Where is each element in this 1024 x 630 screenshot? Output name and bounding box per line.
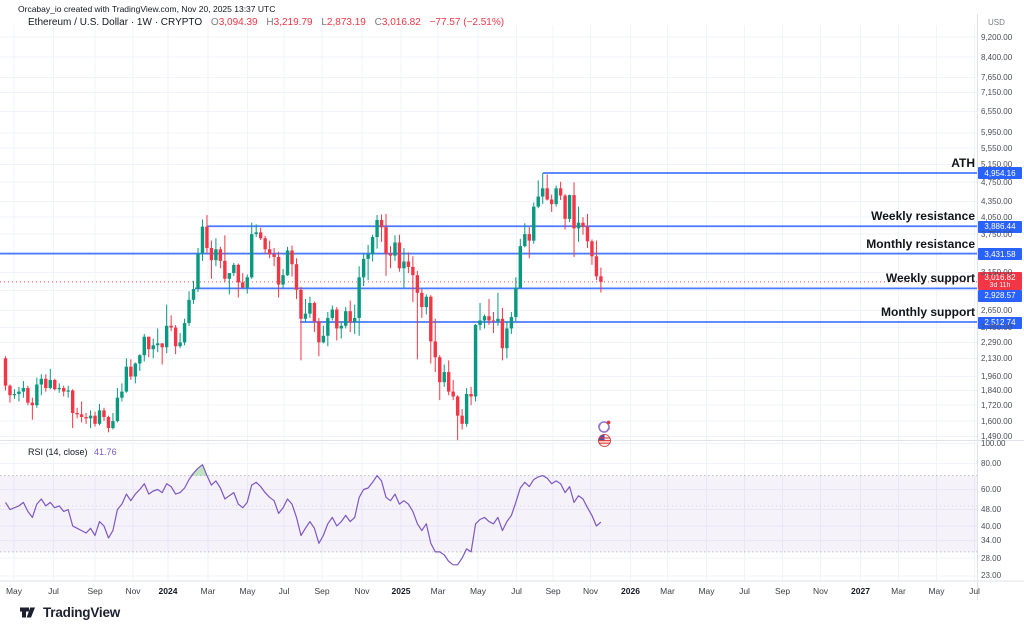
high-key: H — [266, 17, 274, 28]
close-key: C — [374, 17, 382, 28]
price-tag-weekly-support[interactable]: 2,928.57 — [978, 289, 1022, 302]
price-tick: 1,490.00 — [981, 432, 1013, 442]
price-tick: 1,840.00 — [981, 385, 1013, 395]
time-tick: May — [698, 586, 715, 596]
open-value: 3,094.39 — [218, 17, 258, 28]
price-tick: 2,650.00 — [981, 305, 1013, 315]
time-tick: Nov — [354, 586, 370, 596]
close-value: 3,016.82 — [381, 17, 421, 28]
price-tick: 5,950.00 — [981, 128, 1013, 138]
gridlines — [0, 25, 977, 581]
price-tick: 8,400.00 — [981, 52, 1013, 62]
rsi-tick: 40.00 — [981, 521, 1002, 531]
time-tick: Sep — [774, 586, 791, 596]
price-tick: 5,550.00 — [981, 143, 1013, 153]
open-key: O — [210, 17, 219, 28]
level-label-weekly-resistance: Weekly resistance — [871, 209, 975, 224]
currency-label: USD — [988, 18, 1005, 27]
rsi-indicator-title: RSI (14, close) — [28, 447, 88, 457]
time-tick: Mar — [891, 586, 906, 596]
rsi-legend[interactable]: RSI (14, close) 41.76 — [28, 447, 117, 457]
rsi-tick: 34.00 — [981, 536, 1002, 546]
rsi-tick: 48.00 — [981, 505, 1002, 515]
price-tag-weekly-resistance[interactable]: 3,886.44 — [978, 220, 1022, 233]
time-tick: Sep — [314, 586, 330, 596]
time-tick: Jul — [48, 586, 59, 596]
time-tick: Jul — [278, 586, 290, 596]
symbol-title: Ethereum / U.S. Dollar · 1W · CRYPTO — [28, 17, 203, 28]
price-tick: 1,600.00 — [981, 416, 1013, 426]
price-tick: 4,750.00 — [981, 177, 1013, 187]
tradingview-logo-text: TradingView — [43, 605, 121, 620]
high-value: 3,219.79 — [273, 17, 313, 28]
price-tick: 1,960.00 — [981, 372, 1013, 382]
price-tick: 1,720.00 — [981, 400, 1013, 410]
rsi-tick: 80.00 — [981, 459, 1002, 469]
rsi-tick: 28.00 — [981, 553, 1002, 563]
price-tick: 7,650.00 — [981, 73, 1013, 83]
price-tick: 3,750.00 — [981, 229, 1013, 239]
price-tick: 3,150.00 — [981, 267, 1013, 277]
price-tick: 5,150.00 — [981, 159, 1013, 169]
price-tick: 2,130.00 — [981, 353, 1013, 363]
time-tick: Jul — [511, 586, 522, 596]
time-tick: May — [239, 586, 256, 596]
price-tick: 4,350.00 — [981, 197, 1013, 207]
tradingview-logo-icon — [20, 607, 35, 618]
time-tick: May — [928, 586, 945, 596]
price-tick: 9,200.00 — [981, 32, 1013, 42]
current-price-tag[interactable]: 3,016.82 3d 11h — [978, 271, 1022, 290]
pane-borders — [0, 14, 1024, 600]
time-tick: Jul — [969, 586, 980, 596]
attribution-text: Orcabay_io created with TradingView.com,… — [18, 4, 276, 14]
time-tick: 2024 — [158, 586, 178, 596]
tradingview-logo[interactable]: TradingView — [19, 604, 120, 621]
time-tick: Mar — [200, 586, 216, 596]
time-tick: Sep — [87, 586, 103, 596]
rsi-tick: 100.00 — [981, 439, 1006, 449]
time-tick: 2025 — [391, 586, 411, 596]
time-tick: Sep — [545, 586, 561, 596]
level-label-ath: ATH — [951, 155, 975, 170]
time-tick: 2027 — [851, 586, 870, 596]
rsi-value: 41.76 — [94, 447, 117, 457]
candlestick-series — [3, 173, 603, 442]
refresh-emoji-icon[interactable] — [597, 419, 612, 434]
low-key: L — [321, 17, 327, 28]
price-tick: 4,050.00 — [981, 212, 1013, 222]
time-tick: May — [5, 586, 23, 596]
level-label-weekly-support: Weekly support — [885, 271, 975, 286]
flag-emoji-icon[interactable] — [597, 433, 612, 448]
price-tag-monthly-support[interactable]: 2,512.74 — [978, 316, 1022, 329]
time-tick: Nov — [812, 586, 829, 596]
rsi-band — [0, 475, 977, 553]
time-tick: Nov — [582, 586, 599, 596]
time-tick: Jul — [739, 586, 750, 596]
price-tick: 2,450.00 — [981, 323, 1013, 333]
price-tag-monthly-resistance[interactable]: 3,431.58 — [978, 248, 1022, 261]
horizontal-level-lines[interactable] — [0, 172, 977, 323]
level-label-monthly-resistance: Monthly resistance — [866, 236, 975, 251]
low-value: 2,873.19 — [326, 17, 366, 28]
level-label-monthly-support: Monthly support — [881, 305, 975, 319]
rsi-tick: 23.00 — [981, 571, 1002, 581]
rsi-series — [4, 464, 602, 566]
rsi-tick: 60.00 — [981, 485, 1002, 494]
price-tick: 7,150.00 — [981, 87, 1013, 97]
current-price-value: 3,016.82 — [984, 272, 1016, 282]
symbol-legend[interactable]: Ethereum / U.S. Dollar · 1W · CRYPTO O3,… — [28, 17, 504, 28]
price-tag-ath[interactable]: 4,954.16 — [978, 167, 1022, 180]
bar-countdown: 3d 11h — [989, 281, 1011, 289]
time-tick: Nov — [125, 586, 141, 596]
time-tick: 2026 — [621, 586, 640, 596]
price-tick: 6,550.00 — [981, 107, 1013, 117]
time-tick: Mar — [660, 586, 675, 596]
time-tick: May — [469, 586, 487, 596]
time-tick: Mar — [430, 586, 446, 596]
price-tick: 2,290.00 — [981, 337, 1013, 347]
change-value: −77.57 (−2.51%) — [429, 17, 505, 28]
